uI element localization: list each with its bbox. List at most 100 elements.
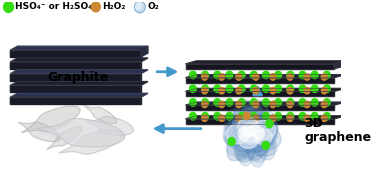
Circle shape: [243, 112, 250, 120]
Polygon shape: [36, 119, 125, 147]
Circle shape: [214, 71, 221, 79]
Circle shape: [299, 85, 306, 92]
Circle shape: [202, 99, 209, 106]
Polygon shape: [10, 74, 141, 81]
Polygon shape: [186, 91, 334, 96]
Circle shape: [250, 99, 257, 106]
Ellipse shape: [251, 120, 276, 140]
Circle shape: [275, 99, 282, 106]
Circle shape: [189, 85, 196, 92]
Circle shape: [253, 101, 259, 108]
Circle shape: [304, 101, 310, 108]
Circle shape: [189, 99, 196, 106]
Polygon shape: [59, 130, 124, 154]
Ellipse shape: [226, 124, 249, 144]
Circle shape: [270, 87, 276, 94]
Ellipse shape: [238, 123, 265, 144]
Polygon shape: [232, 119, 270, 148]
Circle shape: [263, 99, 270, 106]
Polygon shape: [234, 119, 269, 148]
Polygon shape: [228, 108, 278, 161]
Circle shape: [287, 85, 294, 92]
Circle shape: [263, 113, 270, 120]
Polygon shape: [186, 105, 334, 110]
Text: HSO₄⁻ or H₂SO₄: HSO₄⁻ or H₂SO₄: [15, 2, 92, 12]
Circle shape: [270, 115, 276, 121]
Polygon shape: [10, 86, 141, 92]
Circle shape: [324, 71, 330, 79]
Circle shape: [270, 101, 276, 108]
Polygon shape: [232, 106, 270, 167]
Polygon shape: [186, 116, 345, 119]
Circle shape: [238, 71, 245, 79]
Circle shape: [304, 87, 310, 94]
Circle shape: [226, 113, 233, 120]
Polygon shape: [227, 104, 277, 161]
Circle shape: [214, 85, 221, 92]
Circle shape: [219, 87, 225, 94]
Circle shape: [226, 85, 233, 92]
Polygon shape: [186, 119, 334, 124]
Circle shape: [324, 99, 330, 106]
Circle shape: [238, 113, 245, 120]
Polygon shape: [226, 123, 277, 144]
Circle shape: [311, 85, 318, 92]
Circle shape: [238, 99, 245, 106]
Circle shape: [236, 101, 242, 108]
Circle shape: [236, 87, 242, 94]
Polygon shape: [226, 105, 275, 160]
Polygon shape: [186, 64, 334, 69]
Circle shape: [287, 113, 294, 120]
Circle shape: [201, 101, 208, 108]
Circle shape: [236, 115, 242, 121]
Circle shape: [266, 120, 273, 128]
Polygon shape: [186, 61, 345, 64]
Polygon shape: [233, 118, 270, 150]
Text: Graphite: Graphite: [47, 71, 108, 84]
Circle shape: [135, 3, 141, 9]
Circle shape: [275, 113, 282, 120]
Circle shape: [253, 115, 259, 121]
Circle shape: [287, 101, 293, 108]
Circle shape: [250, 71, 257, 79]
Polygon shape: [141, 46, 148, 57]
Polygon shape: [225, 111, 276, 159]
Circle shape: [202, 71, 209, 79]
Circle shape: [219, 101, 225, 108]
Circle shape: [299, 113, 306, 120]
Circle shape: [219, 115, 225, 121]
Polygon shape: [84, 106, 116, 124]
Circle shape: [304, 115, 310, 121]
Ellipse shape: [242, 127, 255, 137]
Circle shape: [287, 71, 294, 79]
Polygon shape: [186, 75, 345, 78]
Circle shape: [263, 85, 270, 92]
Circle shape: [263, 71, 270, 79]
Polygon shape: [19, 122, 60, 142]
Circle shape: [287, 99, 294, 106]
Circle shape: [91, 2, 100, 12]
Polygon shape: [226, 100, 273, 162]
Polygon shape: [234, 107, 270, 166]
Circle shape: [226, 71, 233, 79]
Circle shape: [214, 99, 221, 106]
Circle shape: [238, 85, 245, 92]
Polygon shape: [186, 78, 334, 83]
Circle shape: [324, 85, 330, 92]
Circle shape: [321, 101, 327, 108]
Circle shape: [270, 74, 276, 80]
Circle shape: [4, 1, 14, 12]
Text: O₂: O₂: [147, 2, 159, 12]
Circle shape: [201, 74, 208, 80]
Circle shape: [299, 99, 306, 106]
Circle shape: [253, 74, 259, 80]
Polygon shape: [47, 126, 82, 149]
Ellipse shape: [254, 129, 272, 145]
Circle shape: [189, 71, 196, 79]
Text: H₂O₂: H₂O₂: [102, 2, 125, 12]
Circle shape: [311, 99, 318, 106]
Polygon shape: [225, 124, 278, 144]
Circle shape: [287, 74, 293, 80]
Polygon shape: [230, 116, 273, 151]
Circle shape: [226, 99, 233, 106]
